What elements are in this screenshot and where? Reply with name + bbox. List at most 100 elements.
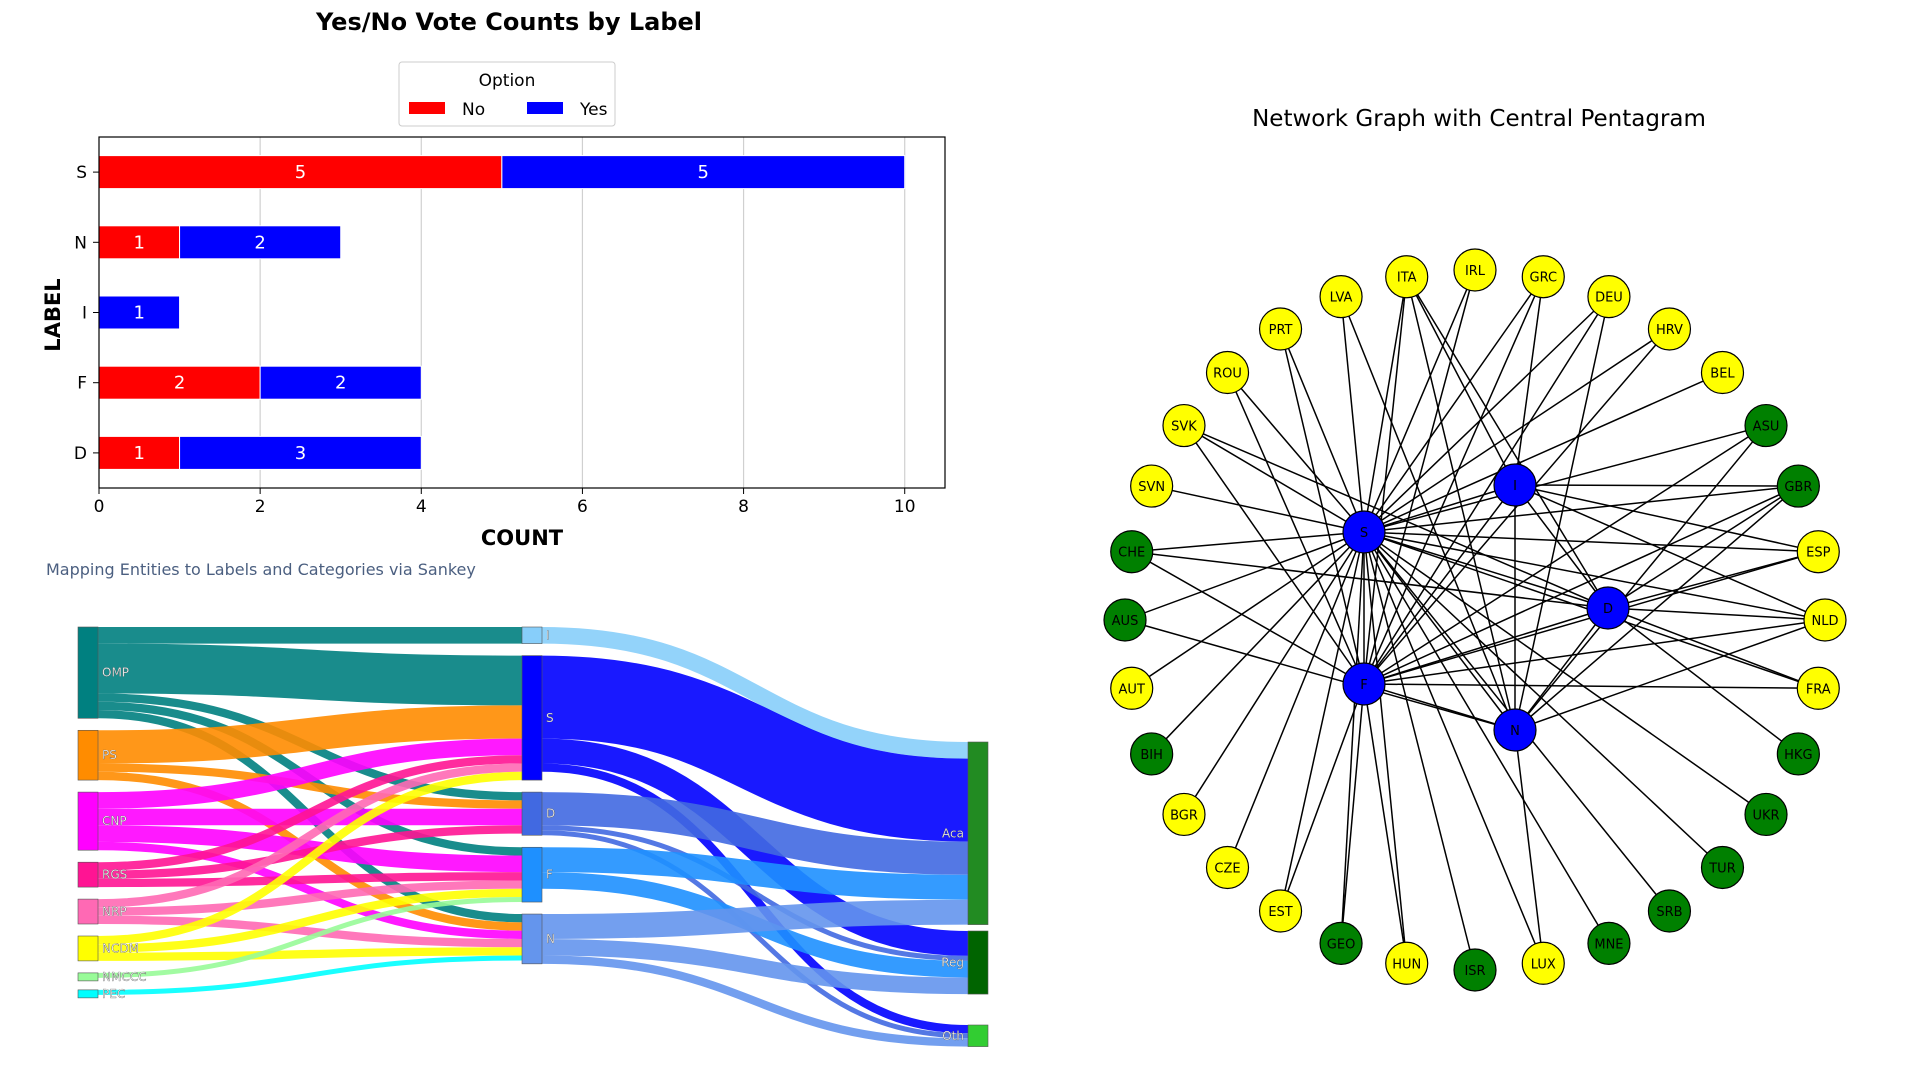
sankey-node-label: Oth — [942, 1029, 964, 1043]
sankey-node-label: Aca — [942, 826, 964, 840]
network-edge — [1183, 425, 1365, 685]
network-node-country — [1162, 403, 1206, 448]
sankey-link — [541, 825, 969, 961]
network-edge — [1363, 269, 1476, 685]
legend-swatch-yes — [527, 102, 563, 114]
bar-no — [98, 155, 503, 190]
network-edge — [1183, 424, 1609, 609]
legend-title: Option — [479, 71, 536, 91]
sankey-node — [521, 791, 543, 836]
sankey-node-label: RGS — [102, 868, 127, 882]
network-edge — [1514, 425, 1767, 731]
sankey-node — [967, 930, 989, 995]
bar-x-ticks: 0 2 4 6 8 10 — [94, 488, 916, 517]
network-node-center — [1342, 510, 1386, 554]
bar-x-tick-label: 6 — [577, 497, 588, 517]
network-node-label: F — [1360, 678, 1367, 693]
network-edge — [1514, 296, 1610, 731]
sankey-link — [97, 643, 523, 706]
network-node-label: LVA — [1330, 291, 1353, 306]
sankey-link — [541, 847, 969, 900]
legend-label-no: No — [462, 100, 485, 120]
network-edge — [1514, 729, 1545, 964]
sankey-node-label: NMCCC — [102, 970, 146, 984]
network-edge — [1363, 531, 1609, 609]
legend-label-yes: Yes — [579, 100, 608, 120]
network-node-label: HRV — [1656, 323, 1683, 338]
network-edge — [1607, 607, 1799, 755]
network-edge — [1514, 607, 1609, 731]
network-node-country — [1103, 598, 1147, 642]
bar-x-tick-label: 10 — [894, 497, 916, 517]
network-node-country — [1130, 732, 1174, 776]
bar-legend: Option No Yes — [398, 61, 616, 127]
sankey-node — [77, 972, 99, 982]
network-node-label: ESP — [1806, 546, 1830, 561]
network-edge — [1226, 531, 1365, 868]
network-edge — [1363, 296, 1610, 533]
network-node-country — [1744, 792, 1788, 837]
network-edge — [1363, 531, 1610, 944]
network-node-country — [1744, 403, 1788, 448]
network-node-country — [1162, 792, 1206, 837]
sankey-node — [77, 898, 99, 925]
network-node-label: FRA — [1806, 682, 1831, 697]
bar-chart-title: Yes/No Vote Counts by Label — [315, 8, 702, 36]
network-node-label: NLD — [1812, 614, 1839, 629]
sankey-link — [97, 738, 523, 809]
bar-x-tick-label: 2 — [255, 497, 266, 517]
sankey-link — [97, 947, 523, 961]
network-node-country — [1587, 921, 1631, 965]
network-node-label: CZE — [1214, 861, 1240, 876]
network-edge — [1514, 484, 1819, 553]
network-edge — [1363, 371, 1723, 533]
network-node-label: SVK — [1171, 420, 1197, 435]
network-node-country — [1319, 275, 1363, 319]
network-edge — [1363, 276, 1544, 533]
network-edge — [1363, 485, 1799, 533]
network-edge — [1124, 619, 1516, 731]
sankey-link — [97, 771, 523, 945]
network-edge — [1363, 531, 1723, 869]
network-nodes: NLD ESP GBR ASU BEL HRV DEU GRC IRL ITA LVA PRT ROU S… — [1103, 248, 1847, 992]
network-node-country — [1205, 350, 1250, 395]
network-edge — [1363, 531, 1476, 971]
network-node-country — [1796, 666, 1840, 710]
sankey-node — [521, 655, 543, 781]
network-edge — [1514, 484, 1799, 487]
sankey-link — [97, 888, 523, 953]
network-edge — [1363, 683, 1819, 690]
network-node-country — [1130, 464, 1174, 508]
network-node-country — [1796, 530, 1840, 574]
network-node-label: ITA — [1397, 271, 1417, 286]
bar-value-label: 1 — [134, 232, 145, 253]
sankey-link — [541, 763, 969, 1034]
sankey-link — [97, 955, 523, 995]
bar-y-tick-label: N — [74, 233, 87, 253]
sankey-link — [541, 955, 969, 1047]
network-node-country — [1647, 307, 1692, 351]
network-node-label: ASU — [1753, 420, 1780, 435]
bar-y-ticks: S N I F D — [74, 163, 99, 464]
network-node-label: BEL — [1710, 367, 1735, 382]
network-graph: Network Graph with Central Pentagram NLD… — [1103, 106, 1847, 992]
network-edge — [1363, 619, 1826, 685]
sankey-link — [97, 880, 523, 916]
network-edge — [1363, 484, 1516, 533]
bar-x-tick-label: 4 — [416, 497, 427, 517]
network-edge — [1151, 485, 1365, 533]
bar-chart: Yes/No Vote Counts by Label 5 5 1 2 1 2 2 1 3 0 2… — [41, 8, 946, 550]
network-node-label: MNE — [1594, 937, 1623, 952]
bar-value-label: 2 — [254, 232, 265, 253]
network-edge — [1363, 531, 1408, 964]
network-node-label: I — [1513, 479, 1517, 494]
bar-plot-frame — [98, 136, 946, 489]
bar-y-tick-label: I — [82, 304, 87, 324]
bar-yes — [98, 295, 181, 330]
sankey-link — [541, 792, 969, 875]
network-edge — [1607, 607, 1819, 689]
bar-value-label: 5 — [698, 162, 709, 183]
network-edge — [1131, 531, 1365, 689]
bar-y-tick-label: F — [77, 374, 87, 394]
sankey-link — [541, 938, 969, 995]
